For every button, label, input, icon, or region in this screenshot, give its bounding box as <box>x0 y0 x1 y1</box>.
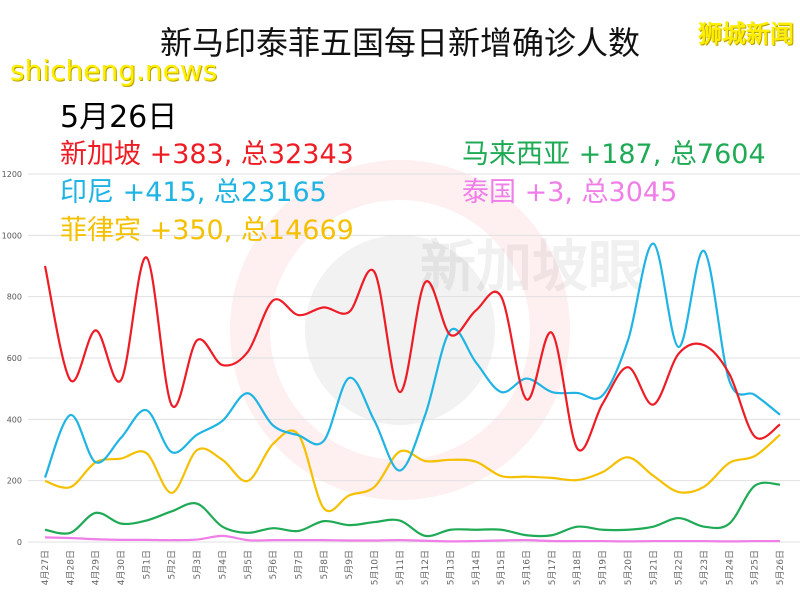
x-tick-label: 5月10日 <box>369 550 380 585</box>
brand-logo: 狮城新闻 <box>698 20 794 48</box>
series-line-泰国 <box>44 534 781 543</box>
legend-singapore: 新加坡 +383, 总32343 <box>60 139 354 170</box>
watermark: 新加坡眼 <box>420 235 644 300</box>
date-label: 5月26日 <box>60 100 178 135</box>
x-tick-label: 5月13日 <box>446 550 457 585</box>
x-tick-label: 4月30日 <box>116 550 127 585</box>
x-tick-label: 5月21日 <box>648 550 659 585</box>
x-tick-label: 5月16日 <box>522 550 533 585</box>
watermark-ring <box>230 160 570 500</box>
x-tick-label: 5月1日 <box>141 550 152 579</box>
x-tick-label: 5月6日 <box>268 550 279 579</box>
x-tick-label: 5月11日 <box>395 550 406 585</box>
legend-philippines: 菲律宾 +350, 总14669 <box>60 215 354 246</box>
y-tick-label: 1000 <box>2 231 22 240</box>
x-tick-label: 5月26日 <box>775 550 786 585</box>
x-tick-label: 5月18日 <box>572 550 583 585</box>
x-tick-label: 5月15日 <box>496 550 507 585</box>
x-tick-label: 5月5日 <box>243 550 254 579</box>
x-tick-label: 5月25日 <box>750 550 761 585</box>
x-tick-label: 5月3日 <box>192 550 203 579</box>
x-tick-label: 5月4日 <box>217 550 228 579</box>
x-tick-label: 5月19日 <box>598 550 609 585</box>
series-line-新加坡 <box>43 256 781 452</box>
x-tick-label: 5月14日 <box>471 550 482 585</box>
x-tick-label: 5月2日 <box>167 550 178 579</box>
y-tick-label: 0 <box>17 538 22 547</box>
x-tick-label: 4月29日 <box>91 550 102 585</box>
legend-thailand: 泰国 +3, 总3045 <box>462 177 678 208</box>
chart-title: 新马印泰菲五国每日新增确诊人数 <box>159 24 640 62</box>
x-tick-label: 5月9日 <box>344 550 355 579</box>
x-tick-label: 5月24日 <box>724 550 735 585</box>
y-tick-label: 400 <box>7 415 22 424</box>
x-tick-label: 5月12日 <box>420 550 431 585</box>
x-tick-label: 5月17日 <box>547 550 558 585</box>
y-tick-label: 1200 <box>2 170 22 179</box>
series-line-马来西亚 <box>44 481 781 538</box>
x-tick-label: 5月7日 <box>293 550 304 579</box>
x-tick-label: 4月27日 <box>40 550 51 585</box>
x-tick-label: 5月8日 <box>319 550 330 579</box>
x-tick-label: 5月23日 <box>699 550 710 585</box>
x-tick-label: 4月28日 <box>65 550 76 585</box>
x-tick-label: 5月20日 <box>623 550 634 585</box>
y-tick-label: 600 <box>7 354 22 363</box>
y-tick-label: 200 <box>7 477 22 486</box>
watermark-disc <box>305 235 495 425</box>
x-tick-label: 5月22日 <box>674 550 685 585</box>
legend-malaysia: 马来西亚 +187, 总7604 <box>462 139 766 170</box>
legend-indonesia: 印尼 +415, 总23165 <box>60 177 327 208</box>
site-watermark: shicheng.news <box>10 54 218 87</box>
y-tick-label: 800 <box>7 293 22 302</box>
